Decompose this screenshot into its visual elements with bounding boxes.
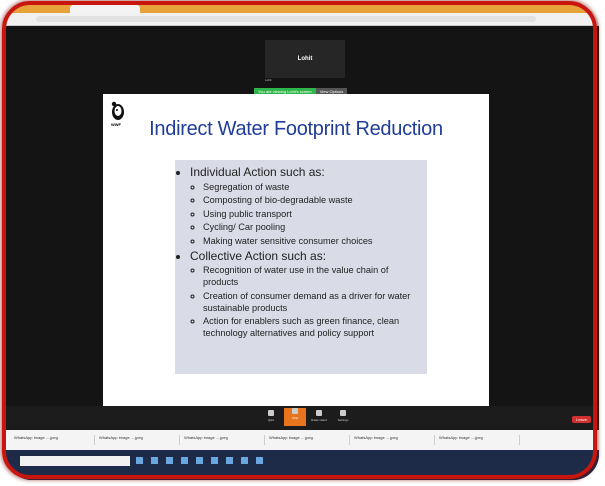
toolbar-icon: [316, 410, 322, 416]
bullet-item: Recognition of water use in the value ch…: [203, 264, 421, 288]
download-item[interactable]: WhatsApp Image ....jpeg: [14, 435, 95, 445]
toolbar-label: Settings: [332, 418, 354, 422]
slide-title: Indirect Water Footprint Reduction: [103, 118, 489, 141]
host-label: Lohit: [265, 78, 295, 82]
download-item[interactable]: WhatsApp Image ....jpeg: [354, 435, 435, 445]
toolbar-label: Chat: [284, 416, 306, 420]
search-box[interactable]: [20, 456, 130, 466]
toolbar-icon: [340, 410, 346, 416]
bullet-item: Creation of consumer demand as a driver …: [203, 290, 421, 314]
taskbar: [6, 450, 599, 480]
bullet-item: Cycling/ Car pooling: [203, 221, 421, 233]
slide: WWF Indirect Water Footprint Reduction I…: [103, 94, 489, 414]
toolbar-label: Q&A: [260, 418, 282, 422]
section-list: Individual Action such as: Segregation of…: [181, 165, 421, 339]
downloads-bar: WhatsApp Image ....jpeg WhatsApp Image ..…: [6, 430, 599, 450]
toolbar-button[interactable]: Settings: [332, 410, 354, 422]
download-item[interactable]: WhatsApp Image ....jpeg: [184, 435, 265, 445]
screenshot: Lohit Lohit You are viewing Lohit's scre…: [6, 4, 599, 480]
url-field[interactable]: [36, 16, 536, 22]
content-box: Individual Action such as: Segregation of…: [175, 160, 427, 374]
host-tile: Lohit: [265, 40, 345, 78]
browser-tab[interactable]: [70, 5, 140, 13]
taskbar-icons: [136, 457, 263, 464]
browser-tab-bar: [6, 4, 599, 13]
bullet-item: Using public transport: [203, 208, 421, 220]
meeting-stage: Lohit Lohit You are viewing Lohit's scre…: [6, 26, 599, 406]
page: {"meeting": {"host_name": "Lohit", "host…: [0, 0, 605, 486]
toolbar-button[interactable]: Raise Hand: [308, 410, 330, 422]
section-heading-text: Individual Action such as:: [190, 165, 325, 179]
toolbar-label: Raise Hand: [308, 418, 330, 422]
section-heading: Individual Action such as: Segregation of…: [190, 165, 421, 247]
section-heading-text: Collective Action such as:: [190, 249, 326, 263]
toolbar-button[interactable]: Chat: [284, 408, 306, 426]
item-list: Recognition of water use in the value ch…: [190, 264, 421, 339]
download-item[interactable]: WhatsApp Image ....jpeg: [269, 435, 350, 445]
toolbar-icon: [292, 408, 298, 414]
leave-button[interactable]: Leave: [572, 416, 591, 423]
bullet-item: Making water sensitive consumer choices: [203, 235, 421, 247]
bullet-item: Composting of bio-degradable waste: [203, 194, 421, 206]
toolbar-icon: [268, 410, 274, 416]
toolbar-button[interactable]: Q&A: [260, 410, 282, 422]
item-list: Segregation of wasteComposting of bio-de…: [190, 181, 421, 247]
bullet-item: Segregation of waste: [203, 181, 421, 193]
download-item[interactable]: WhatsApp Image ....jpeg: [99, 435, 180, 445]
section-heading: Collective Action such as:Recognition of…: [190, 249, 421, 340]
download-item[interactable]: WhatsApp Image ....jpeg: [439, 435, 520, 445]
bullet-item: Action for enablers such as green financ…: [203, 315, 421, 339]
address-bar: [6, 13, 599, 26]
